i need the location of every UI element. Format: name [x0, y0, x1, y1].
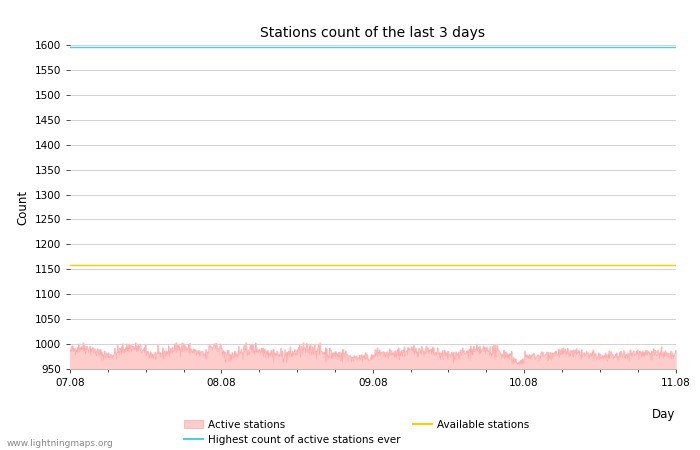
Text: www.lightningmaps.org: www.lightningmaps.org	[7, 439, 113, 448]
Legend: Active stations, Highest count of active stations ever, Available stations: Active stations, Highest count of active…	[184, 419, 529, 445]
Text: Day: Day	[652, 408, 676, 421]
Y-axis label: Count: Count	[16, 189, 29, 225]
Title: Stations count of the last 3 days: Stations count of the last 3 days	[260, 26, 485, 40]
